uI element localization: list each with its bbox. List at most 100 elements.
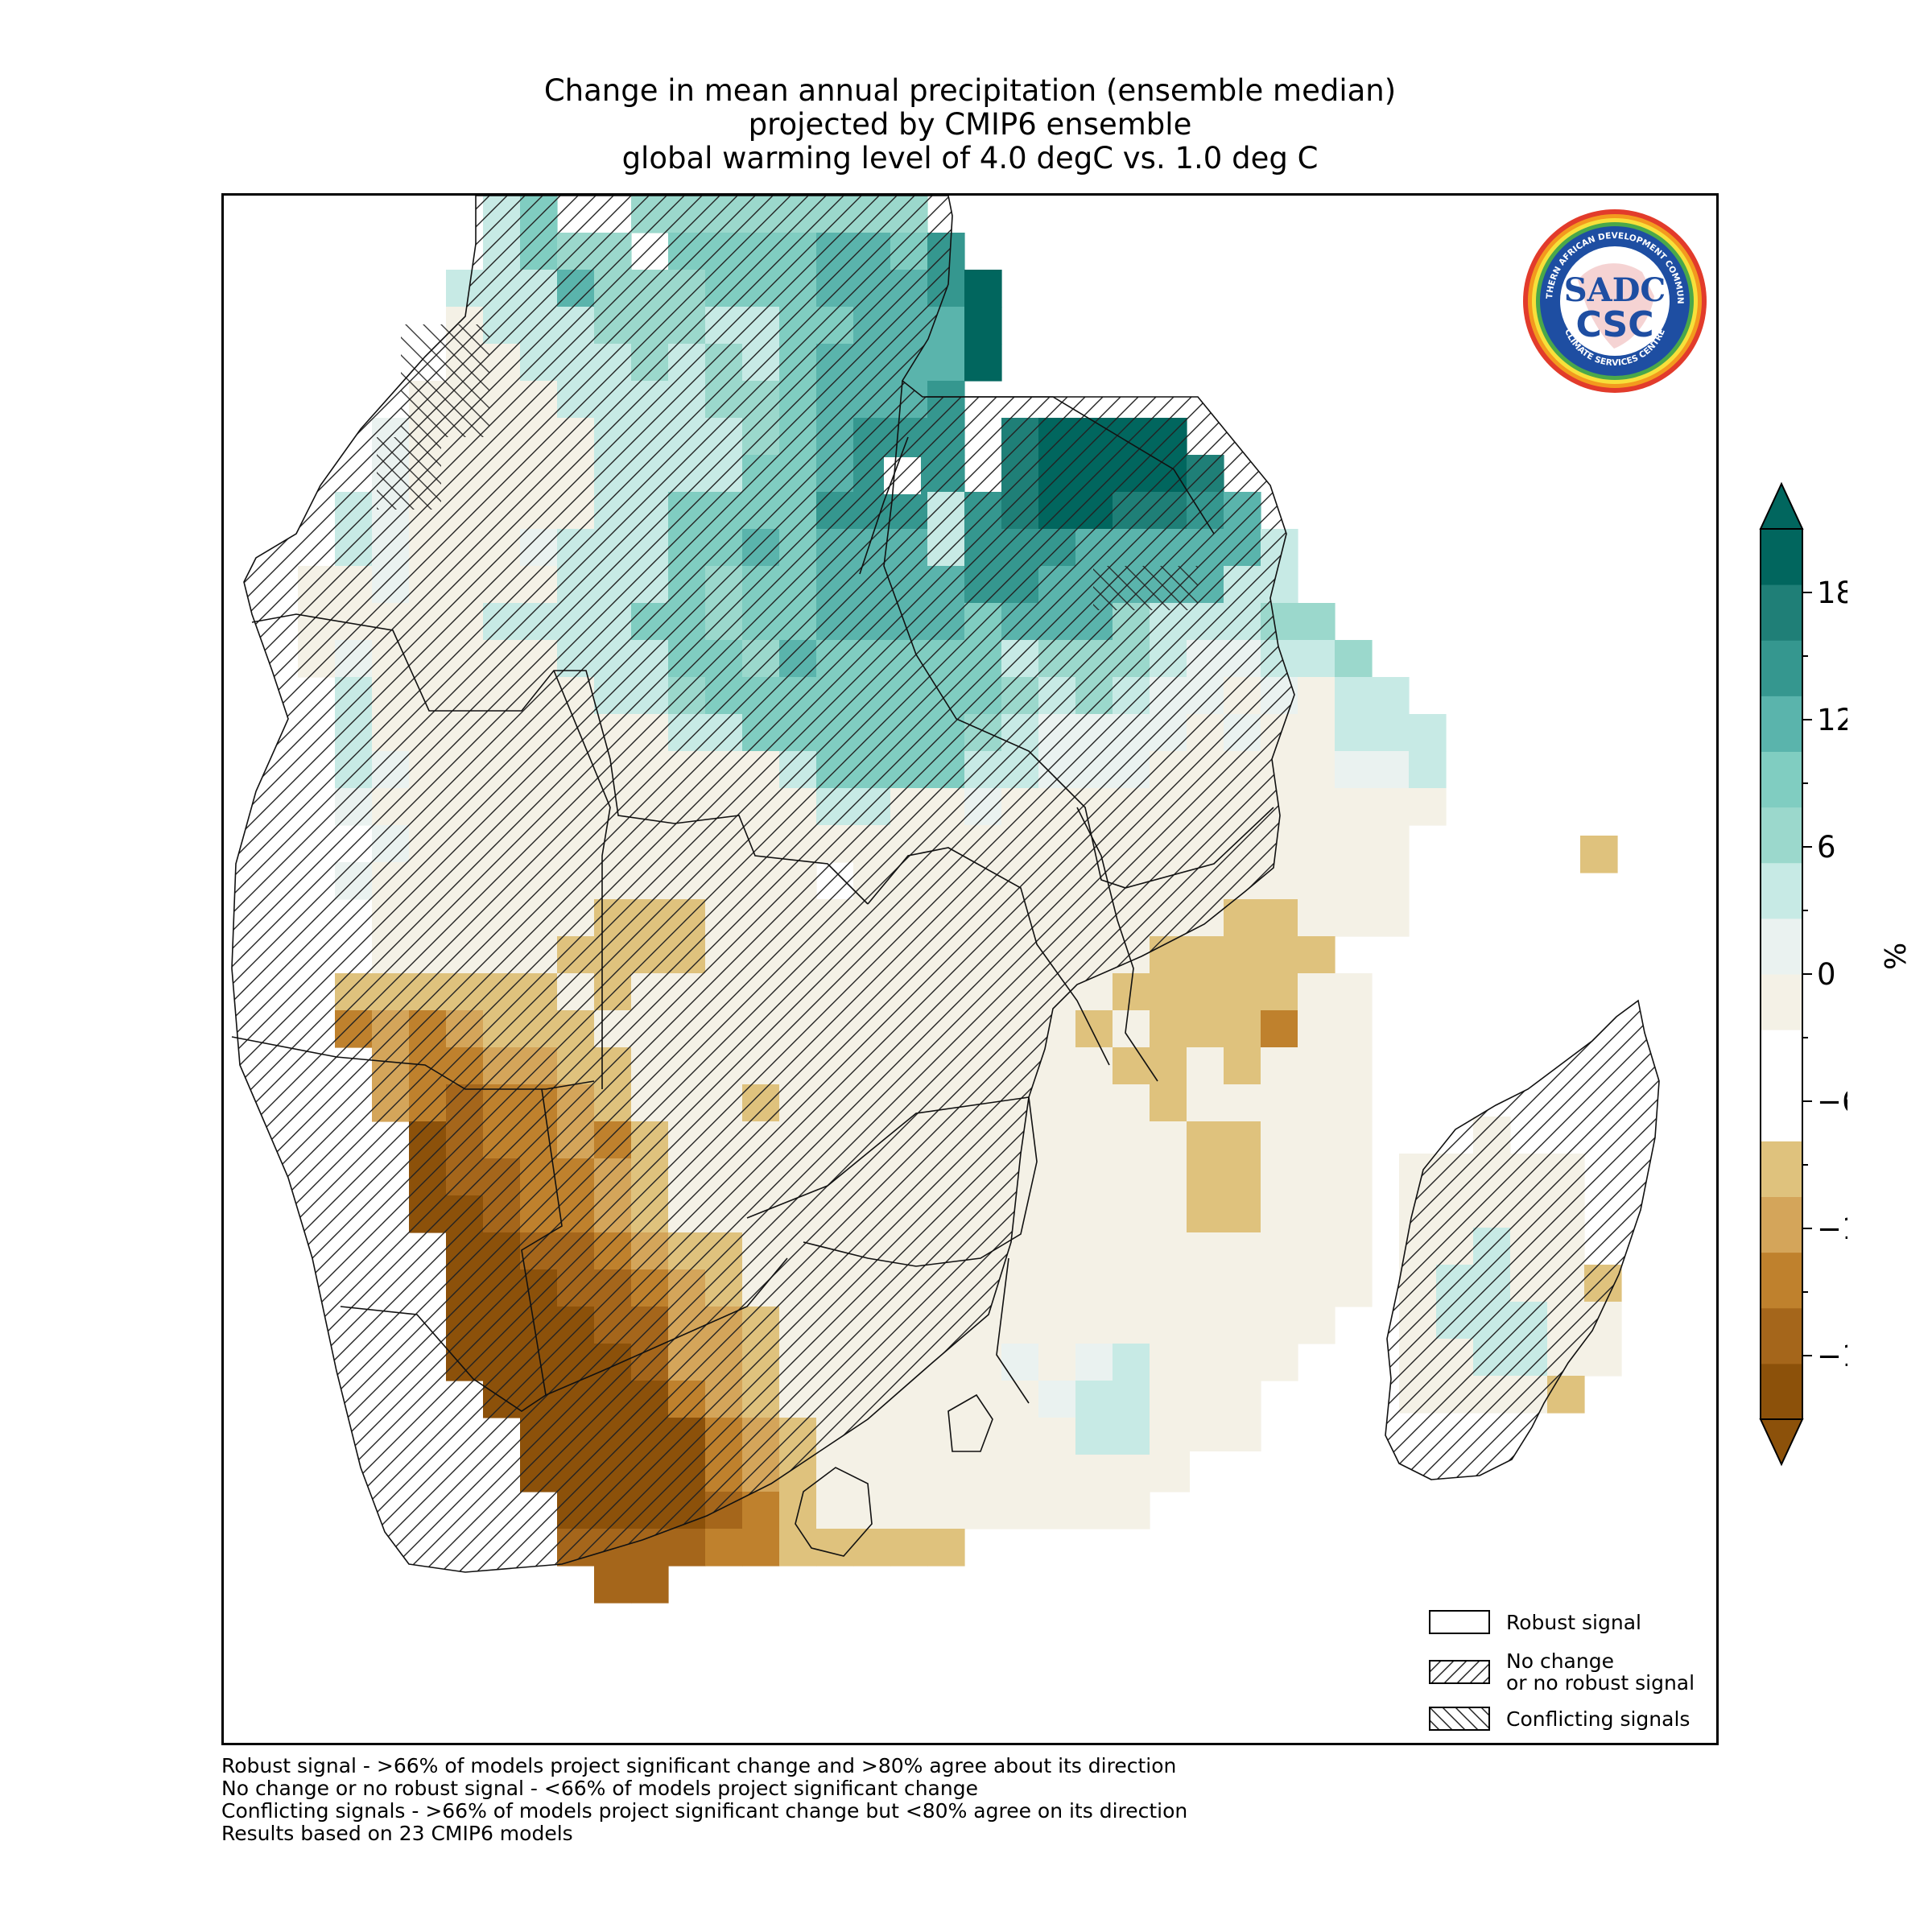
grid-cell — [1224, 1047, 1261, 1085]
grid-cell — [1038, 1307, 1076, 1344]
grid-cell — [1409, 714, 1447, 752]
colorbar-segment — [1761, 696, 1802, 752]
grid-cell — [594, 1566, 632, 1604]
legend-swatch-conflicting — [1429, 1707, 1490, 1731]
grid-cell — [1187, 1195, 1224, 1233]
colorbar-segment — [1761, 807, 1802, 864]
grid-cell — [890, 1492, 928, 1530]
footnote-models: Results based on 23 CMIP6 models — [221, 1822, 573, 1845]
grid-cell — [927, 1418, 965, 1455]
grid-cell — [1075, 1455, 1113, 1492]
grid-cell — [1113, 1492, 1150, 1530]
grid-cell — [890, 1455, 928, 1492]
grid-cell — [1335, 1269, 1373, 1307]
grid-cell — [1075, 1121, 1113, 1159]
grid-cell — [890, 1418, 928, 1455]
grid-cell — [1335, 751, 1373, 789]
colorbar-segment — [1761, 584, 1802, 641]
grid-cell — [1038, 1158, 1076, 1196]
grid-cell — [927, 1492, 965, 1530]
grid-cell — [1298, 1269, 1335, 1307]
grid-cell — [1335, 1158, 1373, 1196]
grid-cell — [1224, 1344, 1261, 1381]
grid-cell — [1001, 1344, 1039, 1381]
grid-cell — [1113, 1047, 1150, 1085]
grid-cell — [1261, 1158, 1298, 1196]
grid-cell — [1038, 1047, 1076, 1085]
border-angola-namibia — [231, 1036, 595, 1090]
grid-cell — [1261, 1121, 1298, 1159]
grid-cell — [1224, 1121, 1261, 1159]
grid-cell — [1261, 1084, 1298, 1122]
grid-cell — [1187, 1307, 1224, 1344]
grid-cell — [1001, 1492, 1039, 1530]
grid-cell — [927, 1381, 965, 1418]
grid-cell — [1372, 825, 1410, 863]
grid-cell — [742, 1529, 780, 1567]
grid-cell — [1298, 1010, 1335, 1048]
grid-cell — [1409, 751, 1447, 789]
grid-cell — [1075, 1307, 1113, 1344]
border-sa-mozambique — [996, 1257, 1030, 1404]
grid-cell — [1298, 862, 1335, 900]
grid-cell — [1187, 1418, 1224, 1455]
grid-cell — [1298, 1084, 1335, 1122]
footnote-no-change: No change or no robust signal - <66% of … — [221, 1777, 978, 1800]
grid-cell — [964, 344, 1002, 382]
grid-cell — [1150, 1455, 1187, 1492]
legend-item-conflicting: Conflicting signals — [1429, 1707, 1690, 1739]
grid-cell — [1075, 1195, 1113, 1233]
grid-cell — [1261, 1344, 1298, 1381]
legend-label-no-change: No change or no robust signal — [1506, 1650, 1695, 1694]
country-borders — [231, 196, 1660, 1573]
grid-cell — [1150, 1121, 1187, 1159]
grid-cell — [1372, 862, 1410, 900]
grid-cell — [1261, 1307, 1298, 1344]
grid-cell — [1224, 1084, 1261, 1122]
border-angola-zambia — [553, 670, 611, 1089]
grid-cell — [1224, 1269, 1261, 1307]
colorbar-segment — [1761, 640, 1802, 696]
border-zimbabwe — [746, 1096, 1038, 1267]
grid-cell — [1038, 1492, 1076, 1530]
grid-cell — [1075, 1492, 1113, 1530]
grid-cell — [1224, 1195, 1261, 1233]
colorbar-segment — [1761, 1196, 1802, 1253]
legend-label-robust: Robust signal — [1506, 1611, 1641, 1634]
grid-cell — [1187, 1047, 1224, 1085]
colorbar-extend-min — [1759, 1418, 1804, 1467]
colorbar-segment — [1761, 1363, 1802, 1420]
grid-cell — [1187, 1344, 1224, 1381]
grid-cell — [1187, 1269, 1224, 1307]
grid-cell — [1150, 1307, 1187, 1344]
grid-cell — [964, 1492, 1002, 1530]
grid-cell — [1187, 973, 1224, 1011]
grid-cell — [1038, 1455, 1076, 1492]
grid-cell — [1372, 751, 1410, 789]
grid-cell — [1335, 973, 1373, 1011]
grid-cell — [1150, 973, 1187, 1011]
grid-cell — [1335, 714, 1373, 752]
grid-cell — [1224, 1307, 1261, 1344]
border-drc-tanzania — [883, 380, 1054, 776]
grid-cell — [1038, 1195, 1076, 1233]
grid-cell — [853, 1455, 891, 1492]
legend-label-conflicting: Conflicting signals — [1506, 1707, 1690, 1731]
grid-cell — [1298, 788, 1335, 826]
grid-cell — [1298, 714, 1335, 752]
grid-cell — [1150, 1344, 1187, 1381]
grid-cell — [1409, 788, 1447, 826]
legend-swatch-no-change — [1429, 1660, 1490, 1684]
colorbar-segment — [1761, 1030, 1802, 1086]
footnotes: Robust signal - >66% of models project s… — [221, 1755, 1187, 1845]
sadc-csc-logo: SADC CSC SOUTHERN AFRICAN DEVELOPMENT CO… — [1521, 208, 1707, 393]
grid-cell — [1298, 751, 1335, 789]
colorbar-segment — [1761, 1252, 1802, 1309]
border-angola-drc — [251, 613, 869, 905]
grid-cell — [1113, 1232, 1150, 1270]
grid-cell — [742, 1492, 780, 1530]
grid-cell — [1261, 1269, 1298, 1307]
grid-cell — [1113, 1084, 1150, 1122]
grid-cell — [1580, 836, 1618, 873]
grid-cell — [927, 344, 965, 382]
